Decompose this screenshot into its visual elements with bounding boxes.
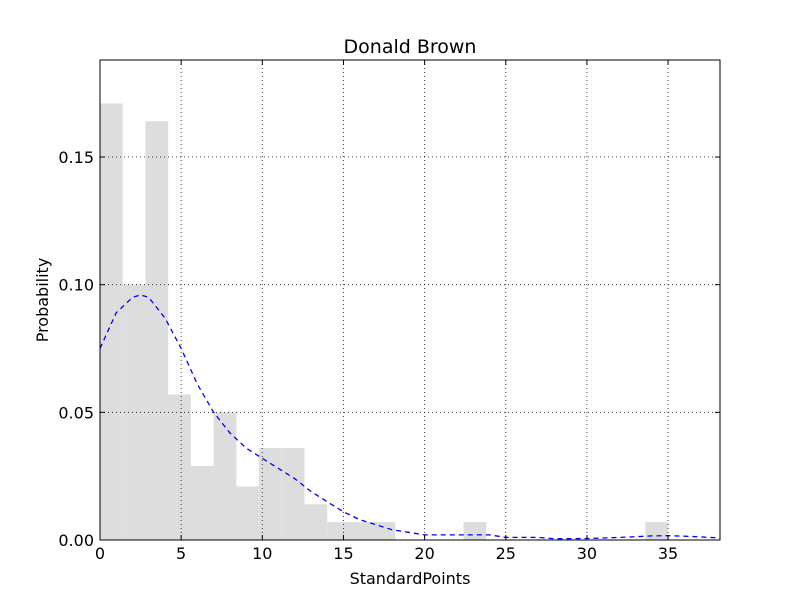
histogram-bar — [168, 394, 191, 540]
plot-frame — [99, 59, 721, 541]
y-tick-label: 0.10 — [58, 276, 94, 295]
histogram-bar — [372, 522, 396, 540]
density-line — [99, 294, 721, 540]
histogram-bar — [304, 504, 328, 540]
x-tick-label: 30 — [577, 544, 597, 563]
y-axis-label: Probability — [33, 258, 52, 343]
x-tick-label: 10 — [252, 544, 272, 563]
x-axis-label: StandardPoints — [350, 569, 471, 588]
histogram-bar — [145, 121, 169, 540]
histogram-bar — [190, 465, 214, 540]
histogram-bar — [645, 522, 669, 540]
x-tick-label: 15 — [333, 544, 353, 563]
histogram-bars — [100, 103, 669, 540]
histogram-bar — [100, 103, 123, 540]
histogram-bar — [349, 522, 373, 540]
x-tick-label: 20 — [414, 544, 434, 563]
density-curve — [99, 294, 721, 540]
grid — [100, 60, 720, 540]
x-tick-label: 5 — [176, 544, 186, 563]
chart-title: Donald Brown — [344, 36, 477, 58]
x-tick-label: 0 — [95, 544, 105, 563]
histogram-bar — [122, 284, 146, 540]
axis-ticks: 0 5 10 15 20 25 30 35 0.00 0.05 0.10 0.15 — [58, 60, 720, 563]
y-tick-label: 0.15 — [58, 148, 94, 167]
x-tick-label: 25 — [496, 544, 516, 563]
x-tick-label: 35 — [658, 544, 678, 563]
y-tick-label: 0.05 — [58, 403, 94, 422]
histogram-bar — [463, 522, 487, 540]
histogram-bar — [327, 522, 350, 540]
histogram-bar — [236, 486, 260, 540]
y-tick-label: 0.00 — [58, 531, 94, 550]
histogram-bar — [281, 448, 305, 540]
histogram-bar — [213, 412, 237, 540]
histogram-bar — [259, 448, 282, 540]
